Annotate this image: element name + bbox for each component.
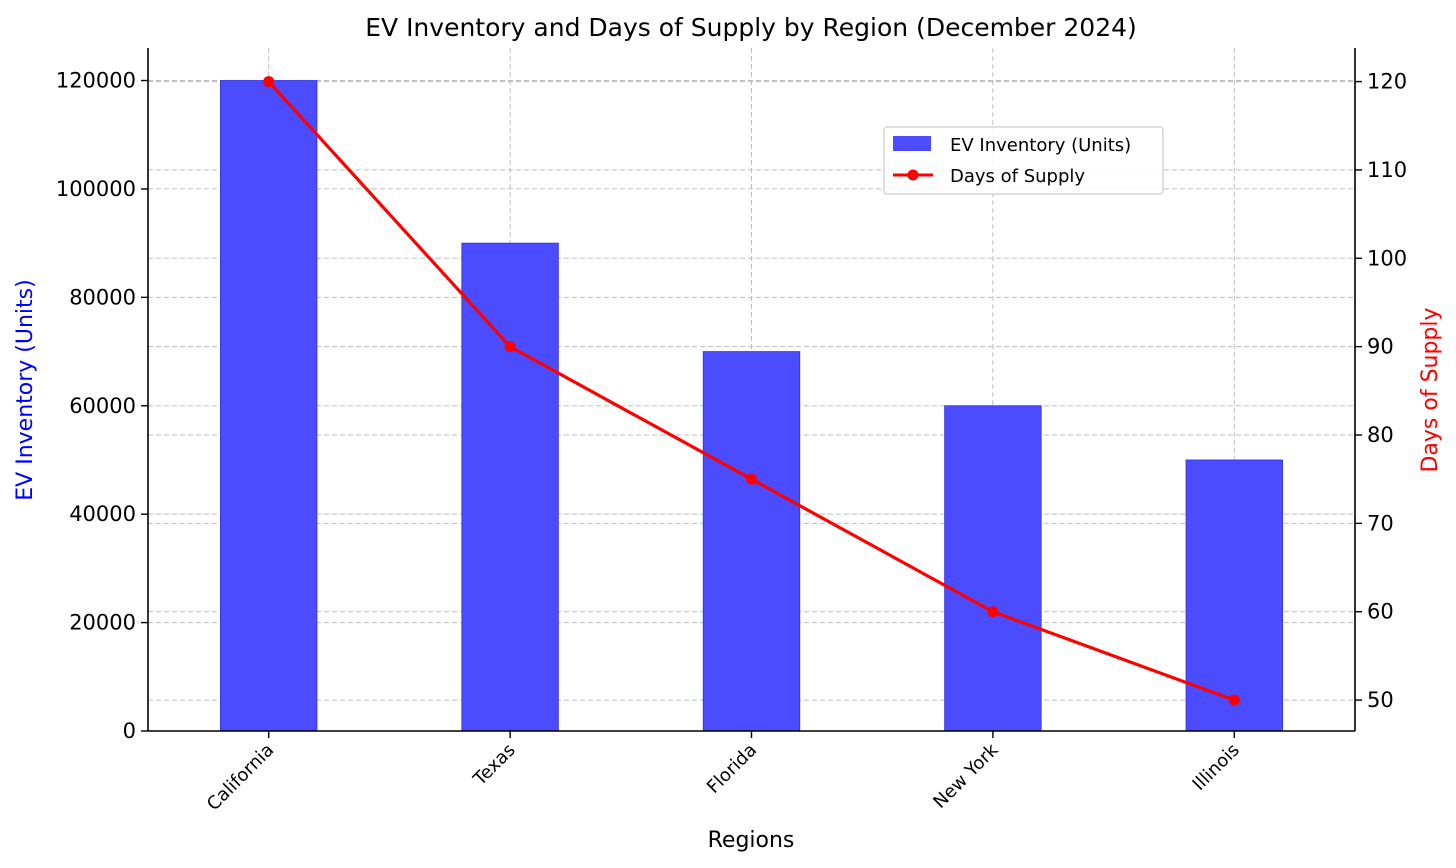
days-of-supply-point — [987, 606, 999, 618]
days-of-supply-point — [1228, 694, 1240, 706]
right-tick-label: 50 — [1367, 688, 1394, 712]
left-tick-label: 60000 — [69, 394, 136, 418]
days-of-supply-point — [504, 341, 516, 353]
right-tick-label: 80 — [1367, 423, 1394, 447]
left-tick-label: 40000 — [69, 502, 136, 526]
left-tick-label: 80000 — [69, 285, 136, 309]
left-tick-label: 20000 — [69, 611, 136, 635]
right-tick-label: 90 — [1367, 335, 1394, 359]
right-tick-label: 110 — [1367, 158, 1407, 182]
right-y-axis-title: Days of Supply — [1418, 307, 1443, 472]
bars — [220, 80, 1283, 732]
days-of-supply-series — [263, 76, 1240, 706]
left-tick-label: 0 — [123, 719, 136, 743]
right-tick-label: 70 — [1367, 511, 1394, 535]
legend-label-inventory: EV Inventory (Units) — [950, 135, 1131, 156]
left-tick-label: 120000 — [56, 69, 136, 93]
legend-bar-swatch — [893, 136, 931, 151]
legend-line-marker — [907, 169, 919, 181]
right-tick-label: 120 — [1367, 70, 1407, 94]
days-of-supply-point — [746, 473, 757, 485]
right-tick-label: 60 — [1367, 600, 1394, 624]
legend: EV Inventory (Units) Days of Supply — [883, 126, 1164, 195]
bar-florida — [702, 351, 801, 732]
bar-illinois — [1185, 459, 1283, 732]
bar-california — [220, 80, 318, 732]
left-tick-label: 100000 — [56, 177, 136, 201]
left-y-axis-ticks: 0 20000 40000 60000 80000 100000 120000 — [56, 69, 148, 743]
right-y-axis-ticks: 50 60 70 80 90 100 110 120 — [1355, 70, 1407, 712]
left-y-axis-title: EV Inventory (Units) — [13, 279, 38, 500]
bar-new-york — [944, 405, 1042, 732]
chart-title: EV Inventory and Days of Supply by Regio… — [365, 13, 1137, 42]
right-tick-label: 100 — [1367, 246, 1407, 270]
x-axis-title: Regions — [708, 828, 795, 853]
legend-frame — [883, 126, 1164, 195]
days-of-supply-point — [263, 76, 275, 88]
legend-label-days: Days of Supply — [950, 166, 1085, 187]
bar-texas — [461, 242, 559, 732]
